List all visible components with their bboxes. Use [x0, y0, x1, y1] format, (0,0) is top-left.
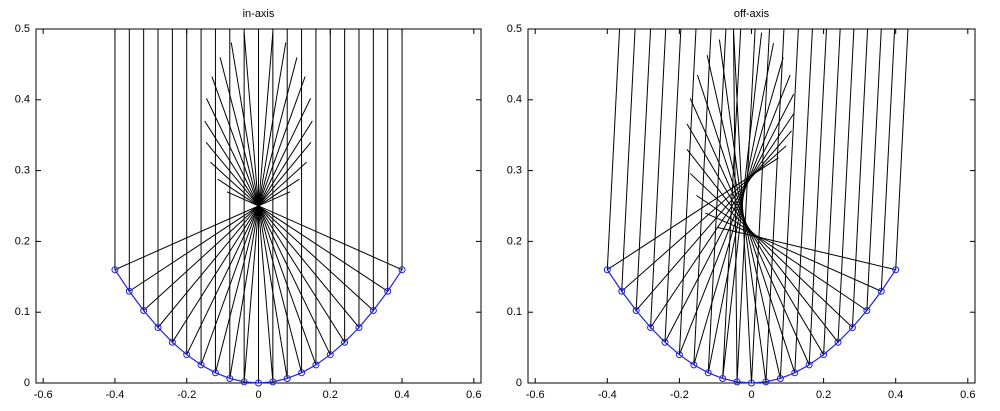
mirror-point — [805, 361, 813, 369]
mirror-line — [606, 269, 897, 384]
mirror-point — [269, 378, 277, 386]
x-tick-label: -0.6 — [526, 389, 545, 401]
mirror-point — [603, 266, 611, 274]
mirror-point — [632, 307, 640, 315]
mirror-point — [154, 323, 162, 331]
mirror-point — [140, 307, 148, 315]
x-tick-label: -0.4 — [598, 389, 617, 401]
mirror-point — [675, 351, 683, 359]
x-tick-label: -0.4 — [105, 389, 124, 401]
chart-title: off-axis — [734, 8, 770, 20]
mirror-point — [877, 287, 885, 295]
y-tick-label: 0.4 — [15, 94, 30, 106]
mirror-point — [661, 338, 669, 346]
mirror-point — [369, 307, 377, 315]
x-tick-label: 0.6 — [466, 389, 481, 401]
mirror-point — [197, 361, 205, 369]
mirror-point — [848, 323, 856, 331]
ray — [143, 29, 307, 312]
x-tick-label: 0.4 — [888, 389, 903, 401]
mirror-point — [341, 338, 349, 346]
mirror-point — [111, 266, 119, 274]
mirror-point — [863, 307, 871, 315]
mirror-point — [791, 369, 799, 377]
x-tick-label: 0 — [748, 389, 754, 401]
ray — [226, 29, 403, 271]
mirror-point — [326, 351, 334, 359]
ray — [114, 29, 291, 271]
y-tick-label: 0.3 — [507, 165, 522, 177]
mirror-point — [183, 351, 191, 359]
mirror-point — [892, 266, 900, 274]
mirror-point — [168, 338, 176, 346]
ray — [718, 28, 785, 382]
mirror-point — [748, 379, 755, 387]
mirror-point — [618, 287, 626, 295]
mirror-point — [690, 361, 698, 369]
y-tick-label: 0.1 — [507, 306, 522, 318]
mirror-point — [820, 351, 828, 359]
x-tick-label: -0.6 — [34, 389, 53, 401]
mirror-point — [355, 323, 363, 331]
y-tick-label: 0.2 — [15, 235, 30, 247]
y-tick-label: 0.3 — [15, 165, 30, 177]
mirror-point — [834, 338, 842, 346]
y-tick-label: 0.4 — [507, 94, 522, 106]
y-tick-label: 0.5 — [507, 23, 522, 35]
mirror-point — [240, 378, 248, 386]
x-tick-label: 0.2 — [323, 389, 338, 401]
mirror-point — [398, 266, 406, 274]
mirror-point — [226, 374, 234, 382]
y-tick-label: 0 — [516, 377, 522, 389]
y-tick-label: 0.5 — [15, 23, 30, 35]
x-tick-label: 0.2 — [816, 389, 831, 401]
y-tick-label: 0 — [24, 377, 30, 389]
x-tick-label: 0.6 — [960, 389, 975, 401]
mirror-point — [647, 323, 655, 331]
mirror-point — [125, 287, 133, 295]
ray — [732, 28, 771, 384]
mirror-point — [384, 287, 392, 295]
ray — [210, 29, 374, 312]
mirror-point — [211, 369, 219, 377]
ray — [689, 28, 827, 366]
mirror-point — [312, 361, 320, 369]
plot-frame — [527, 28, 976, 384]
mirror-line — [114, 269, 403, 384]
ray — [157, 29, 312, 329]
mirror-point — [733, 378, 741, 386]
chart-title: in-axis — [243, 8, 275, 20]
x-tick-label: -0.2 — [177, 389, 196, 401]
y-tick-label: 0.1 — [15, 306, 30, 318]
ray — [732, 28, 756, 382]
x-tick-label: -0.2 — [670, 389, 689, 401]
y-tick-label: 0.2 — [507, 235, 522, 247]
ray — [205, 29, 360, 329]
mirror-point — [283, 374, 291, 382]
mirror-point — [762, 378, 770, 386]
mirror-point — [776, 374, 784, 382]
mirror-point — [298, 369, 306, 377]
x-tick-label: 0.4 — [394, 389, 409, 401]
x-tick-label: 0 — [255, 389, 261, 401]
mirror-point — [255, 379, 262, 387]
mirror-point — [704, 369, 712, 377]
mirror-point — [719, 374, 727, 382]
